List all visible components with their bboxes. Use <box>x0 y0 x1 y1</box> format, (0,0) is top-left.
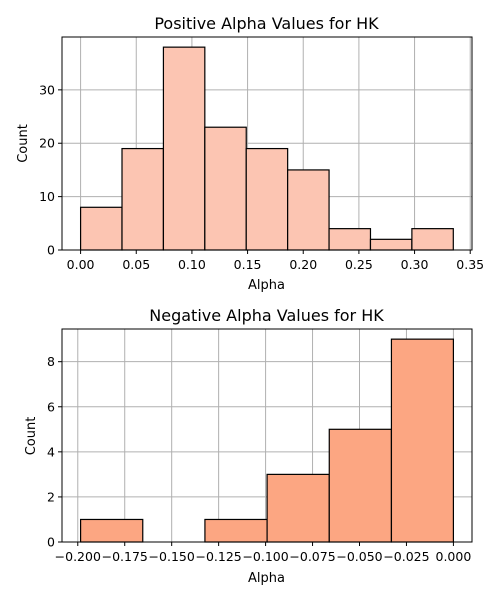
histogram-bar <box>390 338 455 543</box>
x-axis-label: Alpha <box>248 571 285 586</box>
y-tick-label: 6 <box>47 399 55 414</box>
histogram-bar <box>79 206 123 251</box>
histogram-bar <box>204 518 268 543</box>
x-tick-label: −0.175 <box>102 549 148 564</box>
y-tick-label: 30 <box>39 82 55 97</box>
x-tick-label: −0.100 <box>242 549 288 564</box>
y-tick-label: 20 <box>39 136 55 151</box>
y-tick-label: 2 <box>47 489 55 504</box>
y-tick-label: 10 <box>39 189 55 204</box>
histogram-bar <box>266 473 330 543</box>
histogram-bar <box>328 428 393 543</box>
y-tick-label: 0 <box>47 243 55 258</box>
x-tick-label: −0.125 <box>196 549 242 564</box>
histogram-bar <box>287 169 330 251</box>
y-tick-label: 4 <box>47 444 55 459</box>
x-tick-label: 0.30 <box>401 257 429 272</box>
x-tick-label: 0.000 <box>436 549 472 564</box>
x-tick-label: −0.200 <box>55 549 101 564</box>
chart-title: Negative Alpha Values for HK <box>149 306 384 325</box>
histogram-bar <box>121 147 165 251</box>
positive-alpha-histogram: Positive Alpha Values for HK Alpha Count… <box>16 14 484 293</box>
histogram-bar <box>79 518 144 543</box>
x-tick-label: 0.20 <box>289 257 317 272</box>
x-tick-label: −0.025 <box>383 549 429 564</box>
histogram-bar <box>328 228 372 251</box>
plot-frame <box>61 328 473 543</box>
histogram-bar <box>245 147 289 251</box>
x-axis-label: Alpha <box>248 278 285 293</box>
x-tick-label: −0.075 <box>289 549 335 564</box>
chart-title: Positive Alpha Values for HK <box>154 14 379 33</box>
x-tick-label: −0.150 <box>149 549 195 564</box>
histogram-bar <box>411 228 454 251</box>
negative-alpha-histogram: Negative Alpha Values for HK Alpha Count… <box>24 306 473 586</box>
histogram-bar <box>162 46 206 251</box>
x-tick-label: 0.25 <box>345 257 373 272</box>
y-tick-label: 8 <box>47 354 55 369</box>
x-tick-label: −0.050 <box>336 549 382 564</box>
x-tick-label: 0.15 <box>234 257 262 272</box>
x-tick-label: 0.35 <box>456 257 484 272</box>
y-tick-label: 0 <box>47 535 55 550</box>
x-tick-label: 0.05 <box>122 257 150 272</box>
histogram-bar <box>204 126 247 251</box>
y-axis-label: Count <box>16 124 31 163</box>
histogram-bar <box>369 238 413 251</box>
x-tick-label: 0.10 <box>178 257 206 272</box>
y-axis-label: Count <box>24 417 39 456</box>
x-tick-label: 0.00 <box>67 257 95 272</box>
